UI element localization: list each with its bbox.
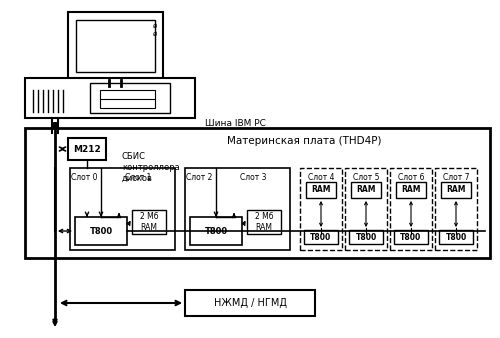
- Text: RAM: RAM: [356, 186, 376, 194]
- Text: НЖМД / НГМД: НЖМД / НГМД: [214, 298, 286, 308]
- Bar: [304, 230, 338, 244]
- Bar: [100, 90, 155, 108]
- Text: RAM: RAM: [401, 186, 421, 194]
- Text: 2 Мб
RAM: 2 Мб RAM: [255, 212, 273, 232]
- Text: Слот 7: Слот 7: [443, 173, 469, 182]
- Text: Слот 2: Слот 2: [186, 173, 212, 182]
- Bar: [300, 168, 342, 250]
- Bar: [396, 182, 426, 198]
- Text: Слот 0: Слот 0: [71, 173, 97, 182]
- Text: RAM: RAM: [446, 186, 466, 194]
- Bar: [132, 210, 166, 234]
- Text: ø: ø: [153, 23, 157, 29]
- Bar: [394, 230, 428, 244]
- Bar: [351, 182, 381, 198]
- Bar: [390, 168, 432, 250]
- Bar: [185, 290, 315, 316]
- Text: T800: T800: [90, 226, 112, 236]
- Bar: [247, 210, 281, 234]
- Text: Слот 1: Слот 1: [125, 173, 151, 182]
- Text: Материнская плата (THD4P): Материнская плата (THD4P): [227, 136, 382, 146]
- Text: Шина IBM PC: Шина IBM PC: [205, 120, 266, 128]
- Bar: [70, 168, 175, 250]
- Text: T800: T800: [204, 226, 228, 236]
- Bar: [68, 138, 106, 160]
- Bar: [345, 168, 387, 250]
- Text: T800: T800: [400, 233, 421, 241]
- Text: СБИС
контроллера
дисков: СБИС контроллера дисков: [122, 152, 180, 183]
- Bar: [190, 217, 242, 245]
- Bar: [25, 78, 195, 118]
- Bar: [76, 20, 155, 72]
- Bar: [441, 182, 471, 198]
- Text: Слот 5: Слот 5: [353, 173, 380, 182]
- Bar: [349, 230, 383, 244]
- Text: Слот 3: Слот 3: [240, 173, 266, 182]
- Text: T800: T800: [446, 233, 466, 241]
- Bar: [435, 168, 477, 250]
- Text: ø: ø: [153, 31, 157, 37]
- Bar: [75, 217, 127, 245]
- Text: M212: M212: [73, 145, 101, 153]
- Text: Слот 4: Слот 4: [308, 173, 334, 182]
- Bar: [68, 12, 163, 80]
- Bar: [185, 168, 290, 250]
- Bar: [439, 230, 473, 244]
- Text: 2 Мб
RAM: 2 Мб RAM: [140, 212, 158, 232]
- Bar: [90, 83, 170, 113]
- Bar: [25, 128, 490, 258]
- Text: Слот 6: Слот 6: [398, 173, 424, 182]
- Text: RAM: RAM: [311, 186, 331, 194]
- Text: T800: T800: [310, 233, 332, 241]
- Text: T800: T800: [356, 233, 376, 241]
- Bar: [306, 182, 336, 198]
